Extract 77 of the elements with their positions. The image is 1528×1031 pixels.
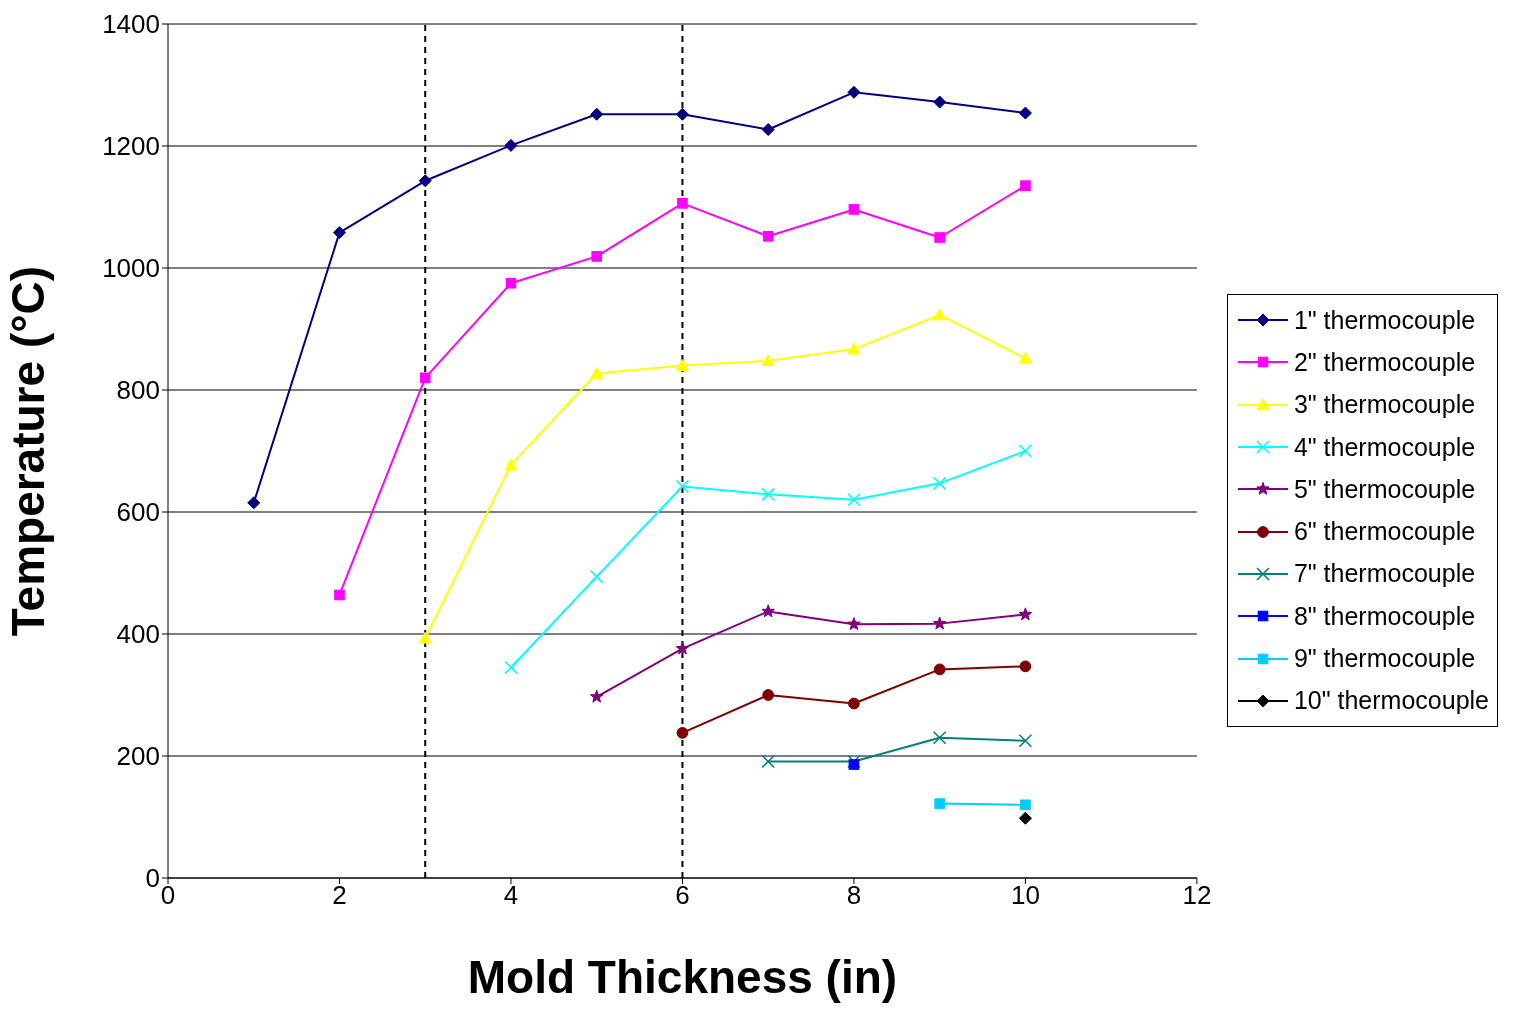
point <box>505 277 517 289</box>
legend-label: 7" thermocouple <box>1293 559 1476 589</box>
point <box>590 107 604 121</box>
point <box>589 569 604 584</box>
point <box>1018 733 1033 748</box>
point <box>848 759 860 770</box>
x-tick-label: 2 <box>332 880 347 911</box>
y-tick-label: 600 <box>116 497 160 528</box>
point <box>334 589 345 601</box>
point <box>504 458 518 471</box>
point <box>761 604 775 618</box>
point <box>847 617 861 631</box>
point <box>418 174 432 188</box>
point <box>418 631 432 644</box>
point <box>932 616 947 630</box>
point <box>762 689 775 701</box>
legend-label: 4" thermocouple <box>1293 432 1476 462</box>
point <box>676 726 689 739</box>
point <box>932 476 947 491</box>
point <box>847 342 861 355</box>
point <box>591 251 602 262</box>
point <box>847 493 861 507</box>
x-tick-label: 6 <box>675 880 690 911</box>
point <box>761 754 775 769</box>
point <box>590 367 604 379</box>
point <box>247 496 261 510</box>
point <box>933 95 947 109</box>
y-axis-title: Temperature (°C) <box>2 265 55 637</box>
legend-label: 5" thermocouple <box>1293 474 1476 504</box>
point <box>761 354 775 367</box>
point <box>677 198 688 209</box>
point <box>675 359 689 371</box>
y-tick-label: 1400 <box>102 9 160 40</box>
point <box>761 487 775 502</box>
point <box>1018 811 1032 825</box>
legend-label: 2" thermocouple <box>1293 347 1476 377</box>
point <box>675 107 689 121</box>
point <box>1019 660 1032 673</box>
y-tick-label: 800 <box>116 375 160 406</box>
legend-label: 6" thermocouple <box>1293 517 1476 547</box>
point <box>848 697 860 710</box>
x-tick-label: 4 <box>503 880 519 911</box>
x-axis-title: Mold Thickness (in) <box>467 951 898 1003</box>
point <box>761 123 775 137</box>
point <box>1020 180 1031 191</box>
legend-label: 9" thermocouple <box>1293 644 1476 674</box>
point <box>675 479 690 494</box>
y-tick-label: 400 <box>116 619 160 650</box>
point <box>934 232 945 243</box>
y-tick-label: 1000 <box>102 253 160 284</box>
point <box>1018 444 1033 458</box>
point <box>419 372 431 384</box>
point <box>1018 106 1032 120</box>
point <box>589 689 604 703</box>
x-tick-label: 10 <box>1010 880 1040 911</box>
legend-label: 1" thermocouple <box>1293 305 1476 335</box>
point <box>933 663 946 676</box>
point <box>675 641 690 655</box>
point <box>932 730 947 745</box>
point <box>762 230 774 242</box>
point <box>848 204 860 215</box>
point <box>332 226 346 240</box>
point <box>1018 607 1033 621</box>
point <box>504 660 518 675</box>
point <box>934 798 945 809</box>
point <box>1018 351 1032 364</box>
legend-label: 8" thermocouple <box>1293 601 1476 631</box>
legend-label: 10" thermocouple <box>1293 686 1489 716</box>
point <box>933 308 947 321</box>
point <box>1020 799 1031 811</box>
y-tick-label: 1200 <box>102 131 160 162</box>
point <box>504 138 518 152</box>
y-tick-label: 200 <box>116 741 160 772</box>
x-tick-label: 8 <box>846 880 862 911</box>
point <box>847 85 861 99</box>
x-tick-label: 12 <box>1182 880 1212 911</box>
legend-label: 3" thermocouple <box>1293 390 1476 420</box>
